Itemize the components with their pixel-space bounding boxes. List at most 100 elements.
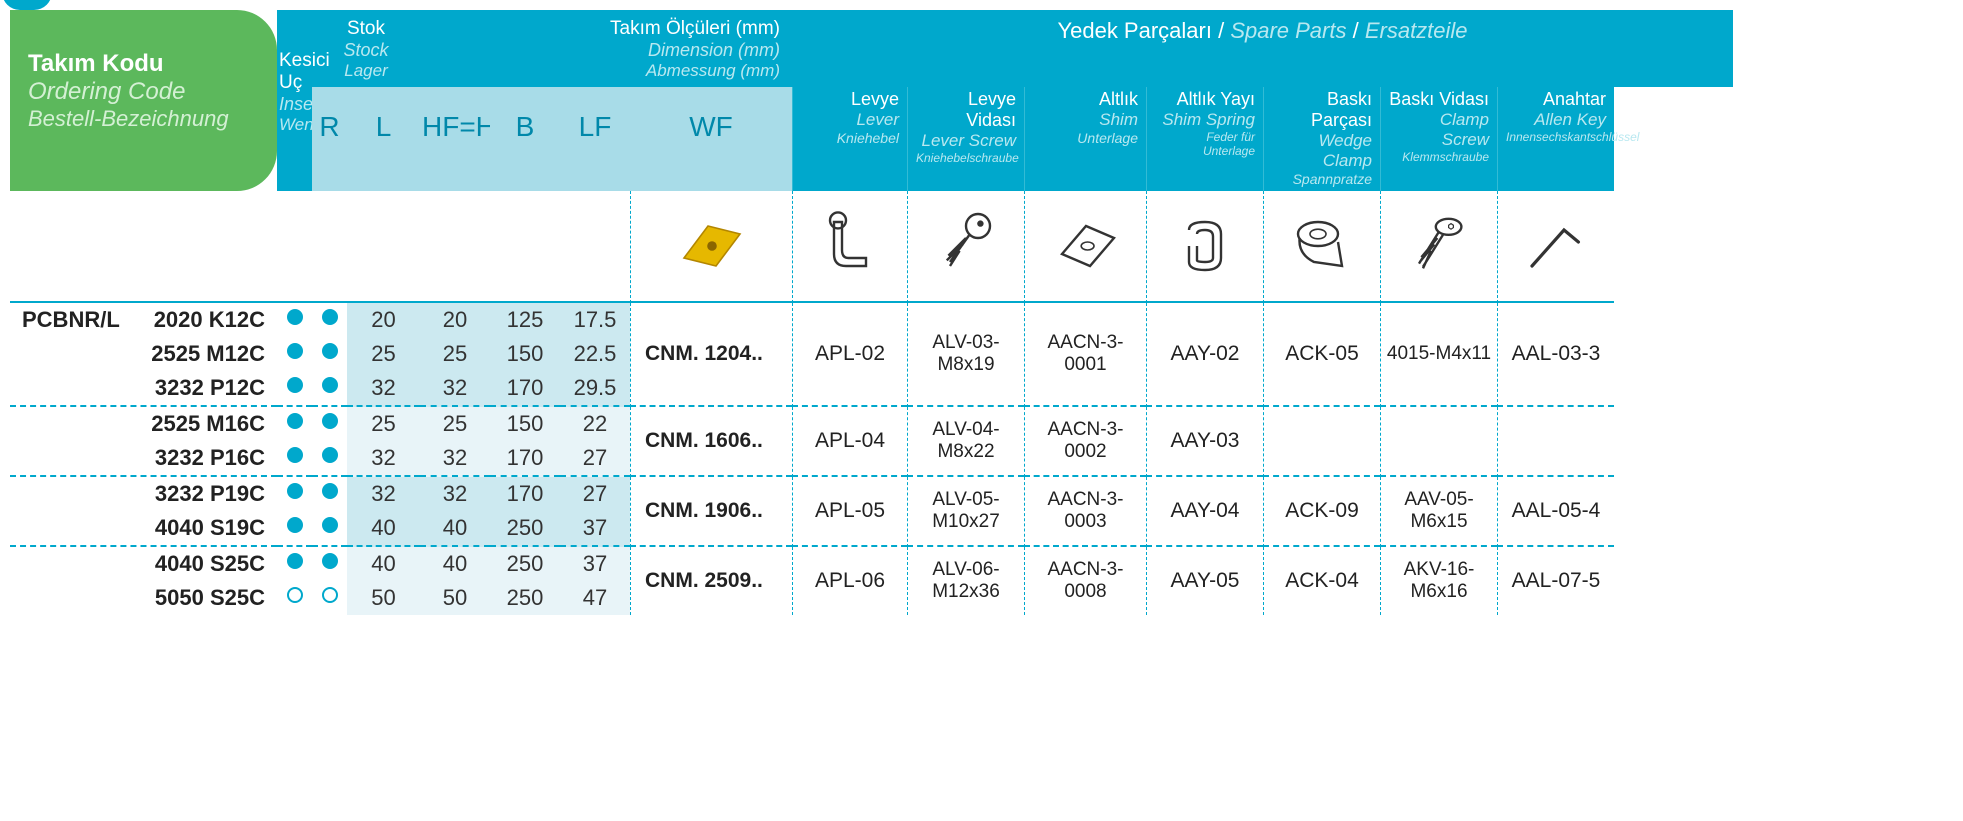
ordering-code-cell: 3232 P19C xyxy=(10,477,277,511)
dim-LF: 170 xyxy=(490,441,560,477)
code-value: 3232 P16C xyxy=(155,445,265,470)
stock-dot-filled-icon xyxy=(287,413,303,429)
part-lever_screw: ALV-05-M10x27 xyxy=(907,477,1024,547)
dim-HF: 25 xyxy=(347,337,420,371)
code-value: 2525 M16C xyxy=(151,411,265,436)
col-R: R xyxy=(312,87,347,191)
hdr-wedge-clamp: Baskı Parçası Wedge Clamp Spannpratze xyxy=(1263,87,1380,191)
dim-LF: 125 xyxy=(490,303,560,337)
dim-HF: 20 xyxy=(347,303,420,337)
stock-R xyxy=(277,441,312,477)
part-shim: AACN-3-0001 xyxy=(1024,303,1146,407)
part-clamp_screw: AAV-05-M6x15 xyxy=(1380,477,1497,547)
col-WF: WF xyxy=(630,87,792,191)
hdr-lever: Levye Lever Kniehebel xyxy=(792,87,907,191)
dim-WF: 37 xyxy=(560,511,630,547)
dim-B: 32 xyxy=(420,441,490,477)
dim-B: 25 xyxy=(420,337,490,371)
dim-WF: 37 xyxy=(560,547,630,581)
stock-L xyxy=(312,547,347,581)
part-insert: CNM. 1606.. xyxy=(630,407,792,477)
stock-L xyxy=(312,441,347,477)
stock-L xyxy=(312,407,347,441)
dim-HF: 40 xyxy=(347,547,420,581)
ordering-code-en: Ordering Code xyxy=(28,78,259,106)
dim-de: Abmessung (mm) xyxy=(422,61,780,81)
stock-R xyxy=(277,303,312,337)
hdr-shim-spring: Altlık Yayı Shim Spring Feder für Unterl… xyxy=(1146,87,1263,191)
allen-key-icon xyxy=(1497,191,1614,303)
shim-spring-icon xyxy=(1146,191,1263,303)
wedge-clamp-icon xyxy=(1263,191,1380,303)
stock-dot-filled-icon xyxy=(287,343,303,359)
dim-LF: 250 xyxy=(490,547,560,581)
ordering-code-cell: 4040 S19C xyxy=(10,511,277,547)
dim-WF: 22 xyxy=(560,407,630,441)
stock-R xyxy=(277,477,312,511)
ordering-code-de: Bestell-Bezeichnung xyxy=(28,106,259,132)
code-prefix: PCBNR/L xyxy=(14,307,120,333)
part-lever_screw: ALV-04-M8x22 xyxy=(907,407,1024,477)
dim-WF: 17.5 xyxy=(560,303,630,337)
col-B: B xyxy=(490,87,560,191)
dim-WF: 47 xyxy=(560,581,630,615)
part-shim_spring: AAY-03 xyxy=(1146,407,1263,477)
stock-L xyxy=(312,337,347,371)
code-value: 3232 P19C xyxy=(155,481,265,506)
dim-LF: 250 xyxy=(490,511,560,547)
dim-LF: 150 xyxy=(490,407,560,441)
part-allen_key: AAL-05-4 xyxy=(1497,477,1614,547)
spare-tr: Yedek Parçaları xyxy=(1057,18,1212,43)
stock-L xyxy=(312,371,347,407)
spare-parts-banner: Yedek Parçaları / Spare Parts / Ersatzte… xyxy=(792,10,1733,87)
stock-dot-empty-icon xyxy=(322,587,338,603)
stock-dot-filled-icon xyxy=(322,483,338,499)
part-lever: APL-02 xyxy=(792,303,907,407)
shim-icon xyxy=(1024,191,1146,303)
code-value: 5050 S25C xyxy=(155,585,265,610)
catalog-table: Takım Kodu Ordering Code Bestell-Bezeich… xyxy=(10,10,1963,615)
part-shim: AACN-3-0008 xyxy=(1024,547,1146,615)
part-wedge_clamp: ACK-05 xyxy=(1263,303,1380,407)
part-clamp_screw xyxy=(1380,407,1497,477)
code-value: 2020 K12C xyxy=(154,307,265,332)
stock-R xyxy=(277,511,312,547)
stock-L xyxy=(312,477,347,511)
ordering-code-cell: PCBNR/L 2020 K12C xyxy=(10,303,277,337)
part-allen_key: AAL-07-5 xyxy=(1497,547,1614,615)
ordering-code-cell: 3232 P16C xyxy=(10,441,277,477)
part-allen_key xyxy=(1497,407,1614,477)
stock-dot-filled-icon xyxy=(322,309,338,325)
part-lever: APL-06 xyxy=(792,547,907,615)
dim-WF: 27 xyxy=(560,477,630,511)
dim-WF: 22.5 xyxy=(560,337,630,371)
stock-dot-filled-icon xyxy=(322,447,338,463)
dimensions-header: Takım Ölçüleri (mm) Dimension (mm) Abmes… xyxy=(420,10,792,87)
stock-dot-empty-icon xyxy=(287,587,303,603)
dim-WF: 29.5 xyxy=(560,371,630,407)
stock-dot-filled-icon xyxy=(287,553,303,569)
stock-R xyxy=(277,337,312,371)
part-wedge_clamp xyxy=(1263,407,1380,477)
stock-R xyxy=(277,547,312,581)
dim-HF: 32 xyxy=(347,477,420,511)
ordering-code-cell: 3232 P12C xyxy=(10,371,277,407)
dim-tr: Takım Ölçüleri (mm) xyxy=(422,18,780,40)
col-L: L xyxy=(347,87,420,191)
part-allen_key: AAL-03-3 xyxy=(1497,303,1614,407)
stock-R xyxy=(277,371,312,407)
part-insert: CNM. 1906.. xyxy=(630,477,792,547)
stock-dot-filled-icon xyxy=(287,377,303,393)
lever-icon xyxy=(792,191,907,303)
stock-dot-filled-icon xyxy=(287,483,303,499)
code-value: 3232 P12C xyxy=(155,375,265,400)
code-value: 4040 S19C xyxy=(155,515,265,540)
dim-B: 32 xyxy=(420,477,490,511)
stock-dot-filled-icon xyxy=(322,377,338,393)
part-insert: CNM. 2509.. xyxy=(630,547,792,615)
col-HF: HF=H xyxy=(420,87,490,191)
part-lever: APL-04 xyxy=(792,407,907,477)
ordering-code-cell: 4040 S25C xyxy=(10,547,277,581)
hdr-lever-screw: Levye Vidası Lever Screw Kniehebelschrau… xyxy=(907,87,1024,191)
dim-WF: 27 xyxy=(560,441,630,477)
